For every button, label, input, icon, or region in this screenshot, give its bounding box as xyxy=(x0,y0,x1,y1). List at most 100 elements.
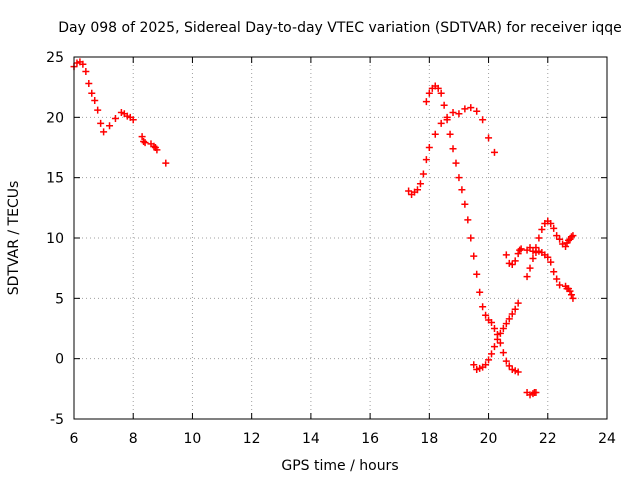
x-axis-label: GPS time / hours xyxy=(281,458,398,474)
y-tick-label: 20 xyxy=(46,110,64,126)
x-tick-label: 14 xyxy=(302,431,320,447)
y-tick-labels: 25 20 15 10 5 0 -5 xyxy=(46,50,64,428)
data-point xyxy=(437,119,445,127)
data-point xyxy=(446,130,454,138)
x-tick-label: 10 xyxy=(184,431,202,447)
data-point xyxy=(79,60,87,68)
data-point xyxy=(485,134,493,142)
x-tick-label: 6 xyxy=(70,431,79,447)
data-point xyxy=(440,101,448,109)
data-point xyxy=(467,234,475,242)
data-point xyxy=(532,388,540,396)
data-point xyxy=(461,105,469,113)
data-point xyxy=(461,200,469,208)
data-point xyxy=(553,232,561,240)
data-point xyxy=(162,159,170,167)
data-point xyxy=(508,310,516,318)
data-point xyxy=(496,339,504,347)
x-tick-label: 12 xyxy=(243,431,261,447)
data-point xyxy=(100,128,108,136)
data-point xyxy=(516,246,524,254)
series-seg9 xyxy=(523,244,564,289)
data-point xyxy=(488,318,496,326)
data-point xyxy=(553,275,561,283)
data-point xyxy=(569,232,577,240)
series-seg10 xyxy=(562,232,577,250)
data-point xyxy=(547,220,555,228)
data-point xyxy=(485,356,493,364)
data-point xyxy=(565,236,573,244)
data-point xyxy=(476,288,484,296)
axis-ticks xyxy=(73,56,608,420)
data-point xyxy=(556,281,564,289)
grid-lines xyxy=(74,57,607,419)
data-point xyxy=(488,350,496,358)
data-point xyxy=(138,133,146,141)
data-point xyxy=(85,80,93,88)
y-tick-label: 10 xyxy=(46,231,64,247)
data-point xyxy=(425,89,433,97)
data-point xyxy=(496,329,504,337)
data-point xyxy=(550,224,558,232)
data-point xyxy=(111,115,119,123)
series-seg3 xyxy=(162,159,170,167)
data-point xyxy=(482,311,490,319)
data-point xyxy=(419,170,427,178)
series-seg6 xyxy=(470,299,522,374)
data-point xyxy=(482,361,490,369)
data-point xyxy=(499,349,507,357)
data-point xyxy=(502,320,510,328)
data-point xyxy=(479,303,487,311)
data-point xyxy=(431,130,439,138)
data-point xyxy=(547,258,555,266)
data-point xyxy=(141,139,149,147)
data-point xyxy=(505,362,513,370)
data-point xyxy=(490,325,498,332)
data-point xyxy=(562,242,570,250)
data-point xyxy=(511,305,519,313)
series-seg8 xyxy=(523,217,567,281)
data-point xyxy=(505,315,513,323)
data-point xyxy=(526,244,534,252)
data-point xyxy=(464,216,472,224)
data-point xyxy=(567,291,575,299)
series-seg12 xyxy=(523,388,540,399)
x-tick-label: 16 xyxy=(361,431,379,447)
data-point xyxy=(514,299,522,307)
data-point xyxy=(479,116,487,124)
plot-frame xyxy=(73,56,608,420)
y-tick-label: 15 xyxy=(46,171,64,187)
data-point xyxy=(422,156,430,164)
data-point xyxy=(458,186,466,194)
data-point xyxy=(550,268,558,276)
data-point xyxy=(153,146,161,154)
data-point xyxy=(473,270,481,278)
data-point xyxy=(437,89,445,97)
data-point xyxy=(467,104,475,112)
x-tick-label: 22 xyxy=(539,431,557,447)
x-tick-label: 8 xyxy=(129,431,138,447)
data-point xyxy=(511,257,519,265)
series-seg4 xyxy=(405,104,498,199)
data-point xyxy=(493,335,501,343)
data-point xyxy=(106,122,114,130)
x-tick-label: 18 xyxy=(420,431,438,447)
data-point xyxy=(470,252,478,260)
data-point xyxy=(514,368,522,376)
series-seg2 xyxy=(138,133,161,154)
data-point xyxy=(140,137,148,145)
data-point xyxy=(405,187,413,195)
data-point xyxy=(449,109,457,117)
data-point xyxy=(88,89,96,97)
series-seg11 xyxy=(562,282,577,302)
y-axis-label: SDTVAR / TECUs xyxy=(6,181,22,296)
data-point xyxy=(535,234,543,242)
data-point xyxy=(150,142,158,150)
data-point xyxy=(443,116,451,124)
data-point xyxy=(514,250,522,258)
data-point xyxy=(569,294,577,302)
y-tick-label: 0 xyxy=(55,352,64,368)
data-point xyxy=(473,107,481,115)
data-point xyxy=(97,119,105,127)
